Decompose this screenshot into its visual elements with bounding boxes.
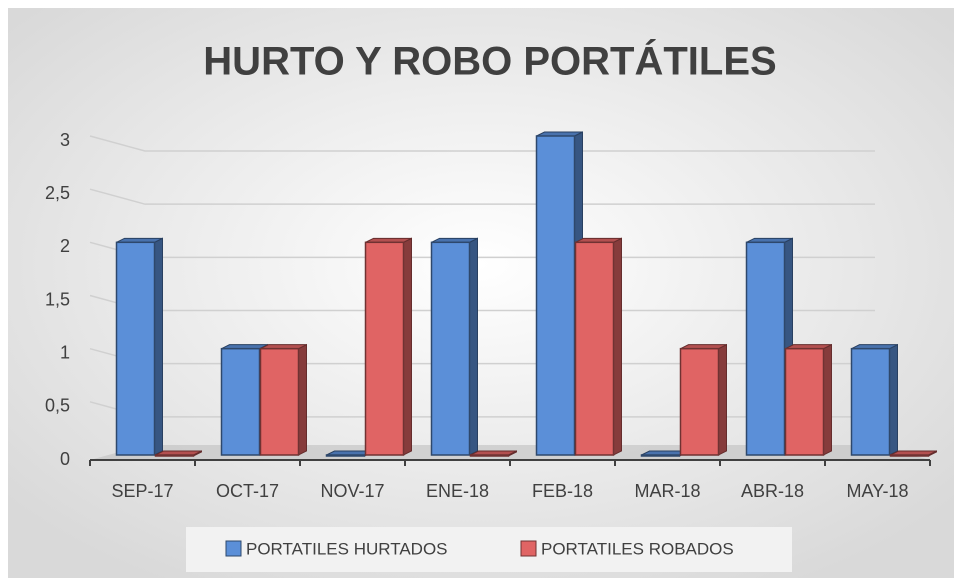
bar [154,454,195,457]
bar [784,347,825,456]
bar [220,347,261,456]
legend-label: PORTATILES HURTADOS [246,539,448,558]
y-tick-label: 2,5 [45,183,70,203]
x-tick-label: ENE-18 [426,481,489,501]
grid-line [89,188,875,205]
bar [850,347,891,456]
bar-side [823,343,832,456]
x-tick-label: NOV-17 [320,481,384,501]
bar [364,241,405,456]
legend-label: PORTATILES ROBADOS [541,539,734,558]
x-tick-label: OCT-17 [216,481,279,501]
bar-side [889,343,898,456]
bar [745,241,786,456]
y-tick-label: 2 [60,236,70,256]
bar-side [613,237,622,456]
chart-title: HURTO Y ROBO PORTÁTILES [203,39,776,84]
bar-side [403,237,412,456]
bar [325,454,366,457]
bar-side [718,343,727,456]
bar [889,454,930,457]
y-tick-label: 3 [60,130,70,150]
grid-line [89,135,875,152]
bar [640,454,681,457]
x-tick-label: MAY-18 [846,481,908,501]
x-tick-label: ABR-18 [741,481,804,501]
x-tick-label: MAR-18 [634,481,700,501]
bar [115,241,156,456]
bar-side [298,343,307,456]
legend-swatch [225,540,242,557]
bar-side [154,237,163,456]
chart-background [8,8,954,578]
legend-background [186,527,792,572]
x-tick-label: SEP-17 [111,481,173,501]
bar-side [469,237,478,456]
bar [469,454,510,457]
x-tick-label: FEB-18 [532,481,593,501]
bar [574,241,615,456]
y-tick-label: 0 [60,449,70,469]
legend-swatch [520,540,537,557]
bar [535,135,576,456]
y-tick-label: 0,5 [45,396,70,416]
bar [430,241,471,456]
y-tick-label: 1,5 [45,289,70,309]
y-tick-label: 1 [60,342,70,362]
bar [259,347,300,456]
bar [679,347,720,456]
